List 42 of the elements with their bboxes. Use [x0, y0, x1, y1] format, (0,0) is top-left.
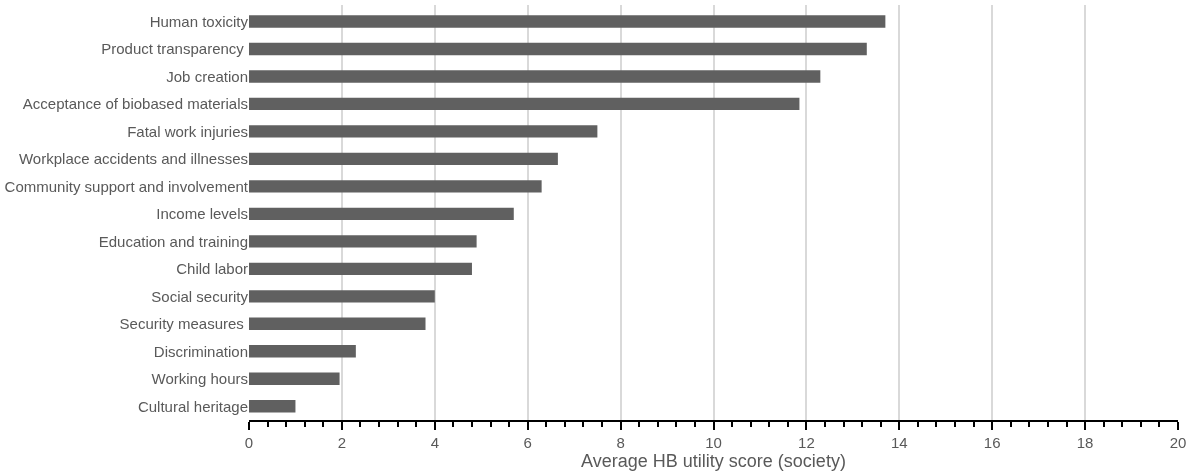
y-tick-label: Fatal work injuries — [127, 122, 248, 140]
bar — [249, 97, 800, 111]
y-tick-label: Child labor — [176, 260, 248, 278]
x-tick-label: 6 — [523, 434, 532, 451]
bar — [249, 207, 514, 221]
y-tick-label: Social security — [151, 287, 249, 305]
y-tick-label: Security measures — [119, 315, 248, 333]
bar — [249, 290, 435, 303]
y-tick-label: Acceptance of biobased materials — [22, 95, 248, 113]
bar — [249, 180, 542, 193]
y-tick-label: Education and training — [98, 232, 248, 250]
x-axis-title: Average HB utility score (society) — [581, 451, 846, 471]
bar — [249, 152, 558, 166]
bar — [249, 15, 886, 28]
x-tick-label: 4 — [430, 434, 439, 451]
bar — [249, 70, 821, 83]
x-tick-label: 8 — [616, 434, 625, 451]
x-tick-label: 0 — [244, 434, 254, 451]
bar — [249, 372, 340, 385]
x-tick-label: 16 — [983, 434, 1001, 451]
bar — [249, 400, 296, 413]
y-tick-label: Discrimination — [153, 342, 248, 360]
y-tick-label: Human toxicity — [149, 12, 249, 30]
bar — [249, 125, 598, 138]
y-tick-label: Community support and involvement — [4, 177, 249, 195]
y-tick-label: Income levels — [156, 205, 248, 223]
x-tick-label: 14 — [890, 434, 908, 451]
x-tick-label: 12 — [798, 434, 815, 451]
y-tick-label: Cultural heritage — [137, 397, 248, 415]
y-tick-label: Working hours — [151, 370, 248, 388]
x-tick-label: 18 — [1076, 434, 1094, 451]
x-tick-label: 20 — [1169, 434, 1187, 451]
y-tick-label: Workplace accidents and illnesses — [18, 150, 248, 168]
x-tick-label: 2 — [337, 434, 347, 451]
bar — [249, 235, 477, 248]
x-tick-label: 10 — [705, 434, 722, 451]
y-tick-label: Job creation — [166, 67, 248, 85]
bar — [249, 317, 426, 330]
bar — [249, 262, 472, 276]
bar — [249, 42, 867, 56]
y-tick-label: Product transparency — [101, 40, 248, 58]
bar — [249, 345, 356, 358]
